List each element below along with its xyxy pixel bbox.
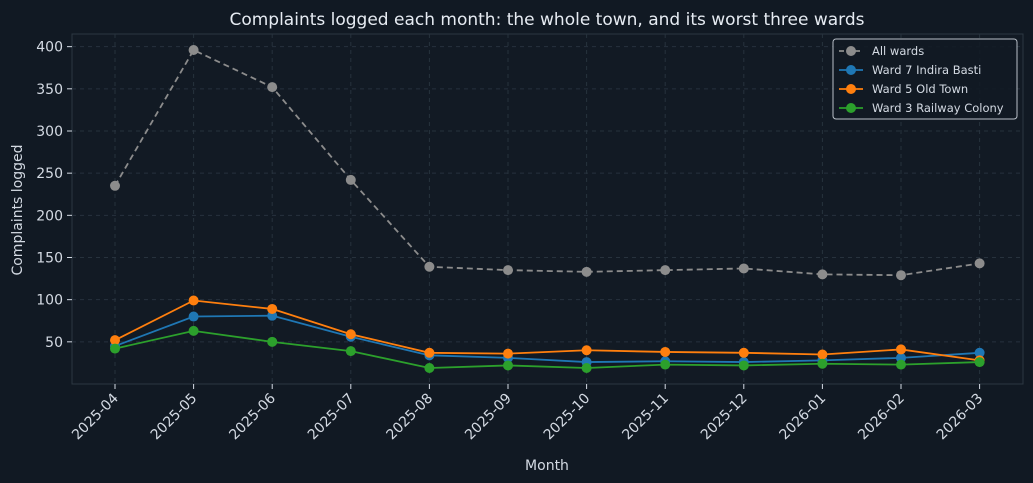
series-1-point [110, 180, 120, 191]
series-3-point [738, 347, 749, 358]
series-4-point [896, 359, 906, 370]
series-1-point [660, 265, 671, 276]
series-1-point [345, 174, 356, 185]
y-tick-label: 200 [36, 208, 63, 224]
series-4-point [424, 362, 435, 373]
series-4-point [817, 358, 828, 369]
series-line-2 [114, 314, 980, 363]
series-4-point [660, 359, 671, 370]
series-4-point [267, 336, 278, 347]
y-tick-label: 350 [36, 82, 63, 98]
legend: All wards Ward 7 Indira Basti Ward 5 Old T… [832, 38, 1018, 120]
series-3-point [188, 295, 199, 306]
legend-marker-2 [846, 65, 856, 75]
series-1-point [738, 263, 749, 274]
series-3-point [817, 349, 828, 360]
series-1-point [188, 45, 199, 56]
legend-label-1: All wards [872, 44, 924, 58]
series-4-point [738, 360, 749, 371]
series-1-point [503, 265, 513, 276]
series-3-point [267, 303, 278, 314]
y-tick-label: 50 [45, 335, 63, 351]
y-axis-label: Complaints logged [10, 144, 26, 275]
series-line-3 [114, 299, 980, 362]
legend-box [832, 38, 1018, 120]
series-4-point [345, 346, 356, 357]
x-axis-label: Month [525, 458, 569, 474]
series-4-point [974, 357, 985, 368]
series-4-point [581, 362, 592, 373]
series-line-1 [114, 48, 980, 277]
series-4-point [188, 325, 199, 336]
series-2-point [188, 311, 199, 322]
series-4-point [503, 360, 513, 371]
legend-label-2: Ward 7 Indira Basti [872, 63, 981, 77]
legend-label-3: Ward 5 Old Town [872, 82, 968, 96]
series-3-point [660, 346, 671, 357]
series-3-point [110, 335, 120, 346]
legend-marker-3 [846, 84, 856, 94]
series-1-point [581, 266, 592, 277]
series-4-point [110, 343, 120, 354]
series-3-point [896, 344, 906, 355]
series-1-point [974, 258, 985, 269]
legend-label-4: Ward 3 Railway Colony [872, 101, 1004, 115]
series-3-point [581, 345, 592, 356]
series-1-point [896, 270, 906, 281]
series-line-4 [114, 329, 980, 369]
y-tick-label: 150 [36, 250, 63, 266]
y-tick-label: 300 [36, 124, 63, 140]
series-2-point [974, 347, 985, 358]
series-3-point [424, 347, 435, 358]
series-1-point [817, 269, 828, 280]
series-1-point [267, 82, 278, 93]
series-1-point [424, 261, 435, 272]
chart-title: Complaints logged each month: the whole … [229, 10, 864, 30]
series-3-point [503, 348, 513, 359]
legend-marker-4 [846, 103, 856, 113]
legend-marker-1 [846, 46, 856, 56]
series-3-point [345, 329, 356, 340]
y-tick-label: 250 [36, 166, 63, 182]
y-tick-label: 100 [36, 293, 63, 309]
y-tick-label: 400 [36, 40, 63, 56]
